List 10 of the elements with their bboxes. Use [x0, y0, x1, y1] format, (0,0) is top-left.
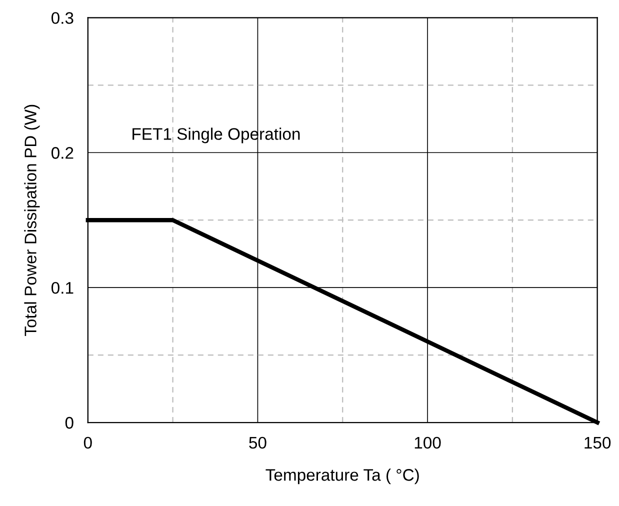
x-tick-label: 100: [414, 436, 441, 449]
x-tick-label: 150: [584, 436, 611, 449]
y-tick-label: 0.1: [51, 282, 74, 294]
y-tick-label: 0.3: [51, 12, 74, 24]
y-axis-title: Total Power Dissipation PD (W): [24, 104, 40, 336]
x-axis-title: Temperature Ta ( °C): [266, 468, 419, 484]
x-tick-label: 50: [249, 436, 266, 449]
y-tick-label: 0.2: [51, 147, 74, 159]
y-tick-label: 0: [65, 416, 74, 429]
x-tick-label: 0: [84, 436, 92, 449]
